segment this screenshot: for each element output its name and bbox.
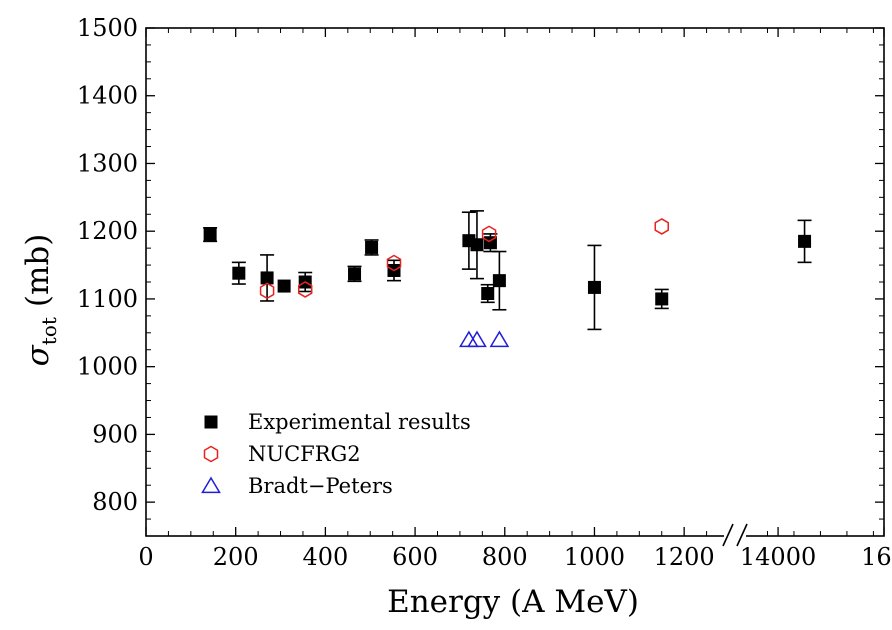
- data-point-hexagon: [481, 225, 497, 243]
- data-point-hexagon: [297, 281, 313, 298]
- x-tick-label: 400: [302, 543, 348, 571]
- series-bradt-peters: [459, 330, 510, 348]
- series-experimental-results: [203, 210, 812, 331]
- y-tick-label: 800: [92, 488, 138, 516]
- legend-label: Bradt−Peters: [248, 474, 393, 498]
- x-tick-label: 14000: [740, 543, 816, 571]
- data-point-square: [232, 266, 246, 280]
- axis-break-slash: [736, 523, 748, 547]
- data-point-triangle: [467, 330, 487, 348]
- x-tick-label: 800: [482, 543, 528, 571]
- x-tick-label: 200: [213, 543, 259, 571]
- data-point-square: [365, 240, 379, 254]
- x-tick-label: 1200: [654, 543, 715, 571]
- y-axis-label-symbol: σ: [20, 344, 56, 366]
- y-tick-label: 1300: [77, 149, 138, 177]
- data-marks: [203, 210, 812, 348]
- data-point-square: [260, 271, 274, 285]
- data-point-square: [655, 292, 669, 306]
- data-point-square: [470, 238, 484, 252]
- data-point-square: [348, 267, 362, 281]
- y-axis-ticks: 800 900 1000 1100 1200 1300 1400 1500: [77, 14, 884, 520]
- y-tick-label: 1500: [77, 14, 138, 42]
- data-point-square: [798, 234, 812, 248]
- data-point-hexagon: [386, 254, 402, 272]
- y-tick-label: 1000: [77, 353, 138, 381]
- axis-break-marker: [722, 523, 748, 547]
- data-point-hexagon: [259, 282, 275, 300]
- y-axis-label-subscript: tot: [37, 317, 61, 345]
- legend-marker-triangle: [201, 476, 221, 494]
- x-tick-label: 0: [138, 543, 153, 571]
- y-tick-label: 1400: [77, 82, 138, 110]
- y-tick-label: 1100: [77, 285, 138, 313]
- data-point-square: [492, 274, 506, 288]
- x-axis-ticks: 0 200 400 600 800 1000 1200 14000 160: [138, 28, 892, 571]
- data-point-square: [203, 228, 217, 242]
- y-tick-label: 900: [92, 420, 138, 448]
- y-tick-label: 1200: [77, 217, 138, 245]
- data-point-hexagon: [654, 218, 669, 235]
- data-point-square: [481, 287, 495, 301]
- y-axis-label: σtot (mb): [20, 234, 61, 367]
- x-tick-label: 1000: [564, 543, 625, 571]
- x-tick-label: 160: [861, 543, 892, 571]
- data-point-triangle: [489, 330, 510, 348]
- legend-marker-square: [204, 415, 218, 429]
- axis-break-gap: [724, 531, 746, 541]
- axis-break-slash: [722, 523, 734, 547]
- series-nucfrg2: [259, 218, 669, 300]
- legend-label: NUCFRG2: [248, 442, 361, 466]
- y-axis-label-unit: (mb): [20, 234, 56, 307]
- x-axis-label: Energy (A MeV): [387, 584, 639, 620]
- x-tick-label: 600: [392, 543, 438, 571]
- legend-label: Experimental results: [248, 410, 471, 434]
- legend: Experimental results NUCFRG2 Bradt−Peters: [201, 410, 471, 498]
- legend-marker-hexagon: [203, 445, 219, 463]
- data-point-square: [277, 279, 291, 293]
- data-point-square: [587, 280, 601, 294]
